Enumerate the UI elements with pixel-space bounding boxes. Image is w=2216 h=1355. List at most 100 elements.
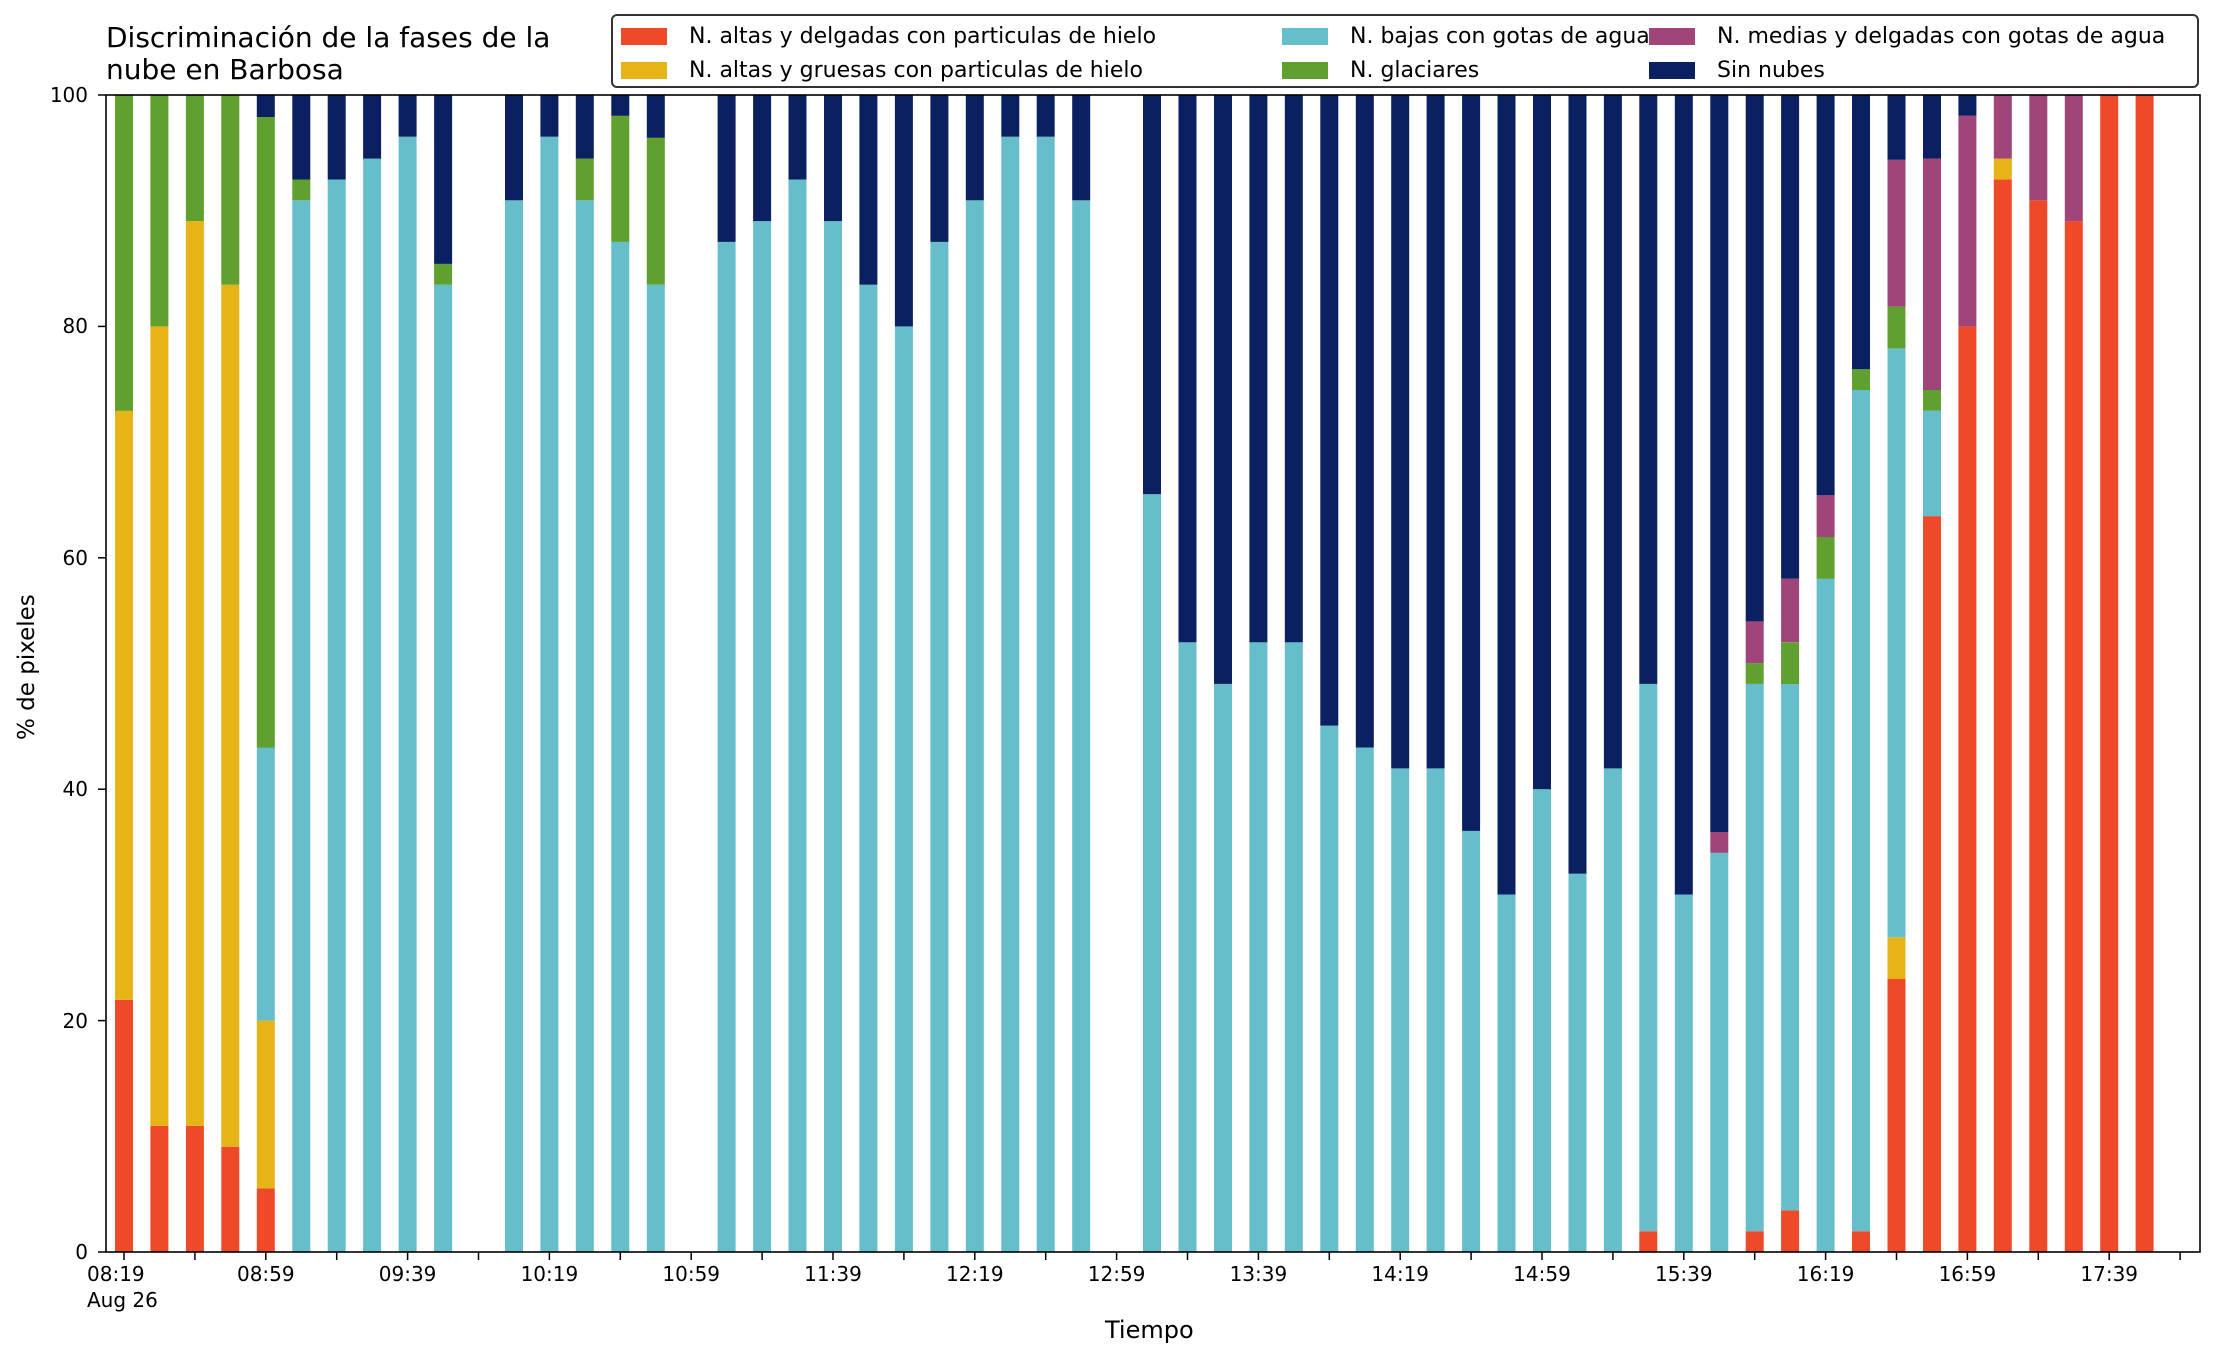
bar-segment-clear [1887, 95, 1906, 160]
bar-segment-glacial [1745, 663, 1764, 684]
y-tick-label: 40 [62, 777, 88, 802]
x-tick-label: 16:59 [1938, 1262, 1997, 1286]
bar-segment-glacial [1816, 537, 1835, 579]
bar-segment-clear [292, 95, 311, 180]
y-tick-label: 20 [62, 1008, 88, 1033]
bar-segment-water-low [1178, 642, 1197, 1252]
bar-segment-clear [1710, 95, 1729, 832]
bar-segment-ice-thin [1852, 1231, 1870, 1252]
bar-segment-clear [859, 95, 878, 285]
bar-segment-water-mid [1923, 158, 1941, 390]
bar-segment-clear [788, 95, 807, 180]
bar-segment-water-low [1710, 852, 1729, 1252]
bar-segment-ice-thin [2135, 95, 2154, 1252]
bar-segment-water-low [1533, 789, 1551, 1252]
bar-segment-clear [1426, 95, 1445, 769]
bar-segment-glacial [575, 158, 594, 201]
bar-segment-water-mid [1781, 578, 1800, 643]
bar-segment-clear [398, 95, 417, 137]
y-tick-label: 0 [75, 1240, 88, 1264]
bar-segment-clear [540, 95, 559, 137]
bar-segment-clear [824, 95, 842, 222]
bar-segment-clear [965, 95, 984, 201]
x-tick-label: 13:39 [1229, 1262, 1288, 1286]
y-ticks [98, 94, 106, 1253]
bar-segment-water-low [824, 221, 842, 1253]
legend-label: N. altas y gruesas con particulas de hie… [689, 57, 1143, 83]
bar-segment-water-low [540, 136, 559, 1253]
bar-segment-water-mid [1816, 495, 1835, 537]
bar-segment-water-low [1816, 578, 1835, 1252]
bar-segment-water-mid [1745, 621, 1764, 664]
bar-segment-water-low [505, 200, 523, 1252]
bar-segment-water-low [1923, 410, 1941, 517]
x-tick-label: 14:59 [1513, 1262, 1571, 1286]
bar-segment-water-low [398, 136, 417, 1253]
bar-segment-water-low [1781, 683, 1800, 1211]
bar-segment-clear [327, 95, 346, 180]
bar-segment-water-low [256, 747, 275, 1021]
legend-label: N. medias y delgadas con gotas de agua [1717, 23, 2166, 49]
bar-segment-ice-thin [2064, 221, 2083, 1253]
bar-segment-clear [646, 95, 665, 138]
bar-segment-water-low [1745, 683, 1764, 1232]
bar-segment-water-low [1284, 642, 1303, 1252]
bar-segment-water-low [1214, 683, 1232, 1252]
bar-segment-water-low [1497, 894, 1516, 1252]
legend-label: N. bajas con gotas de agua [1350, 23, 1650, 49]
bar-segment-clear [434, 95, 453, 264]
bar-segment-water-low [1426, 768, 1445, 1252]
chart-title: Discriminación de la fases de la nube en… [106, 21, 551, 86]
bar-segment-clear [1852, 95, 1870, 370]
x-tick-label: 16:19 [1796, 1262, 1855, 1286]
bar-segment-glacial [115, 95, 133, 411]
bar-segment-water-low [1036, 136, 1055, 1253]
bar-segment-water-low [1852, 390, 1870, 1232]
bar-segment-clear [930, 95, 949, 242]
bar-segment-clear [1958, 95, 1977, 116]
bar-segment-glacial [292, 179, 311, 201]
legend: N. altas y delgadas con particulas de hi… [611, 14, 2199, 88]
x-tick-label: 12:19 [945, 1262, 1004, 1286]
y-tick-label: 80 [62, 314, 88, 339]
bar-segment-water-low [434, 284, 453, 1252]
bar-segment-clear [1497, 95, 1516, 895]
bar-segment-ice-thin [1993, 179, 2012, 1252]
plot-frame [105, 94, 2201, 1253]
bar-segment-clear [1284, 95, 1303, 643]
bar-segment-ice-thin [1745, 1231, 1764, 1252]
bar-segment-clear [1178, 95, 1197, 643]
bars-group [115, 95, 2154, 1253]
bar-segment-water-low [965, 200, 984, 1252]
bar-segment-glacial [434, 263, 453, 285]
x-tick-label: 09:39 [378, 1262, 437, 1286]
bar-segment-water-mid [2064, 95, 2083, 222]
bar-segment-clear [1036, 95, 1055, 137]
bar-segment-water-low [930, 241, 949, 1252]
bar-segment-water-mid [1993, 95, 2012, 159]
bar-segment-water-low [1603, 768, 1622, 1252]
x-tick-label: 10:59 [662, 1262, 721, 1286]
bar-segment-water-low [1674, 894, 1693, 1252]
bar-segment-ice-thick [1887, 937, 1906, 979]
bar-segment-clear [1391, 95, 1410, 769]
bar-segment-water-low [1391, 768, 1410, 1252]
bar-segment-water-low [363, 158, 382, 1253]
legend-item-glacial: N. glaciares [1282, 56, 1479, 84]
bar-segment-clear [1568, 95, 1587, 874]
bar-segment-clear [1462, 95, 1481, 831]
bar-segment-water-low [788, 179, 807, 1252]
x-tick-label: 12:59 [1087, 1262, 1146, 1286]
bar-segment-glacial [611, 115, 630, 242]
bar-segment-glacial [185, 95, 204, 222]
legend-swatch-water-mid [1649, 27, 1695, 45]
bar-segment-clear [1816, 95, 1835, 496]
bar-segment-glacial [1852, 369, 1870, 390]
legend-swatch-ice-thick [621, 61, 667, 79]
bar-segment-ice-thin [115, 999, 133, 1252]
bar-segment-ice-thin [1958, 326, 1977, 1252]
bar-segment-water-low [1639, 683, 1658, 1232]
bar-segment-glacial [1781, 642, 1800, 684]
bar-segment-ice-thin [1887, 978, 1906, 1252]
